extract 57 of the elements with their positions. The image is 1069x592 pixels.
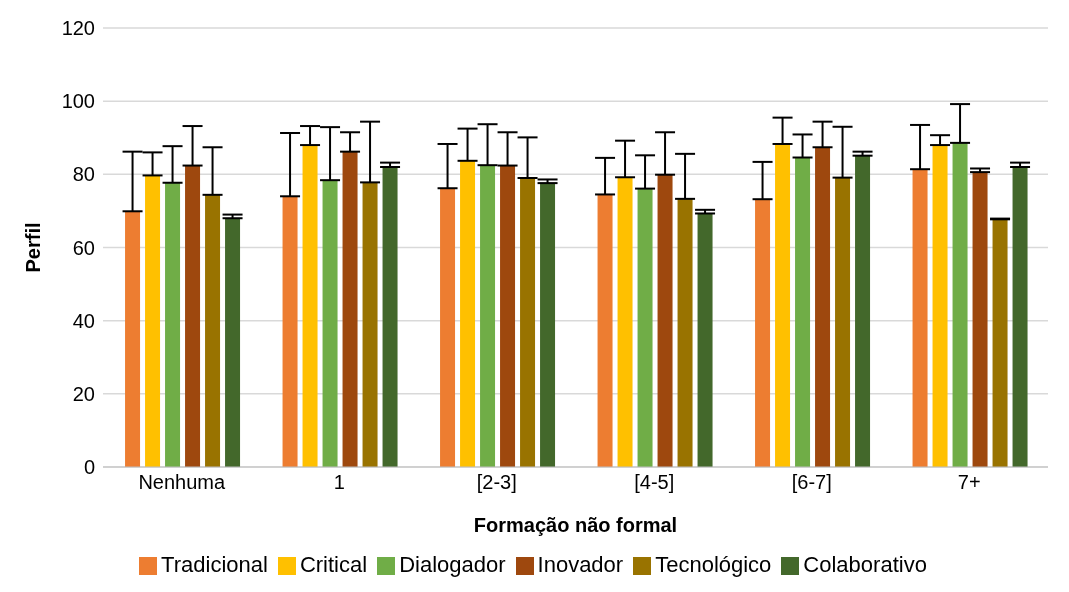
bar <box>500 165 516 467</box>
bar <box>775 143 791 467</box>
y-tick-label: 40 <box>72 309 95 332</box>
y-tick-label: 100 <box>61 90 95 113</box>
bar <box>932 145 948 467</box>
x-axis-title: Formação não formal <box>473 514 678 536</box>
bar <box>460 160 476 467</box>
y-tick-label: 60 <box>72 236 95 259</box>
bar <box>795 157 811 467</box>
x-tick-label: 7+ <box>957 471 981 494</box>
legend-label: Colaborativo <box>803 552 927 577</box>
bar <box>835 177 851 467</box>
legend-label: Tradicional <box>161 552 268 577</box>
y-tick-label: 20 <box>72 382 95 405</box>
bar <box>382 167 398 467</box>
bar <box>165 182 181 467</box>
x-tick-label: [6-7] <box>791 471 832 494</box>
x-tick-label: [4-5] <box>634 471 675 494</box>
bar <box>205 194 221 467</box>
bar <box>520 177 536 467</box>
bar <box>992 219 1008 467</box>
bar <box>302 145 318 467</box>
bar <box>440 188 456 467</box>
bar <box>952 142 968 467</box>
bar <box>225 218 241 467</box>
legend-label: Dialogador <box>399 552 506 577</box>
x-tick-label: [2-3] <box>476 471 517 494</box>
legend-label: Inovador <box>537 552 624 577</box>
y-tick-label: 80 <box>72 163 95 186</box>
bar <box>972 172 988 467</box>
legend-label: Tecnológico <box>655 552 772 577</box>
bar <box>597 194 613 467</box>
y-axis-title: Perfil <box>22 222 45 273</box>
bar <box>282 196 298 467</box>
bar <box>322 180 338 467</box>
bar <box>657 174 673 467</box>
bar <box>815 147 831 467</box>
bar <box>185 165 201 467</box>
bar <box>480 165 496 467</box>
bar <box>125 211 141 467</box>
bar <box>145 175 161 467</box>
x-tick-label: Nenhuma <box>138 471 226 494</box>
bar <box>912 169 928 467</box>
bar <box>637 188 653 467</box>
bar <box>697 213 713 467</box>
bar <box>342 151 358 467</box>
y-tick-label: 120 <box>61 17 95 40</box>
bar <box>1012 167 1028 467</box>
bar <box>617 177 633 467</box>
bar <box>755 199 771 467</box>
bar <box>362 182 378 467</box>
x-tick-label: 1 <box>333 471 345 494</box>
bar <box>677 198 693 467</box>
bar <box>855 155 871 467</box>
bar <box>540 183 556 467</box>
y-tick-label: 0 <box>83 456 95 479</box>
legend-label: Critical <box>299 552 368 577</box>
